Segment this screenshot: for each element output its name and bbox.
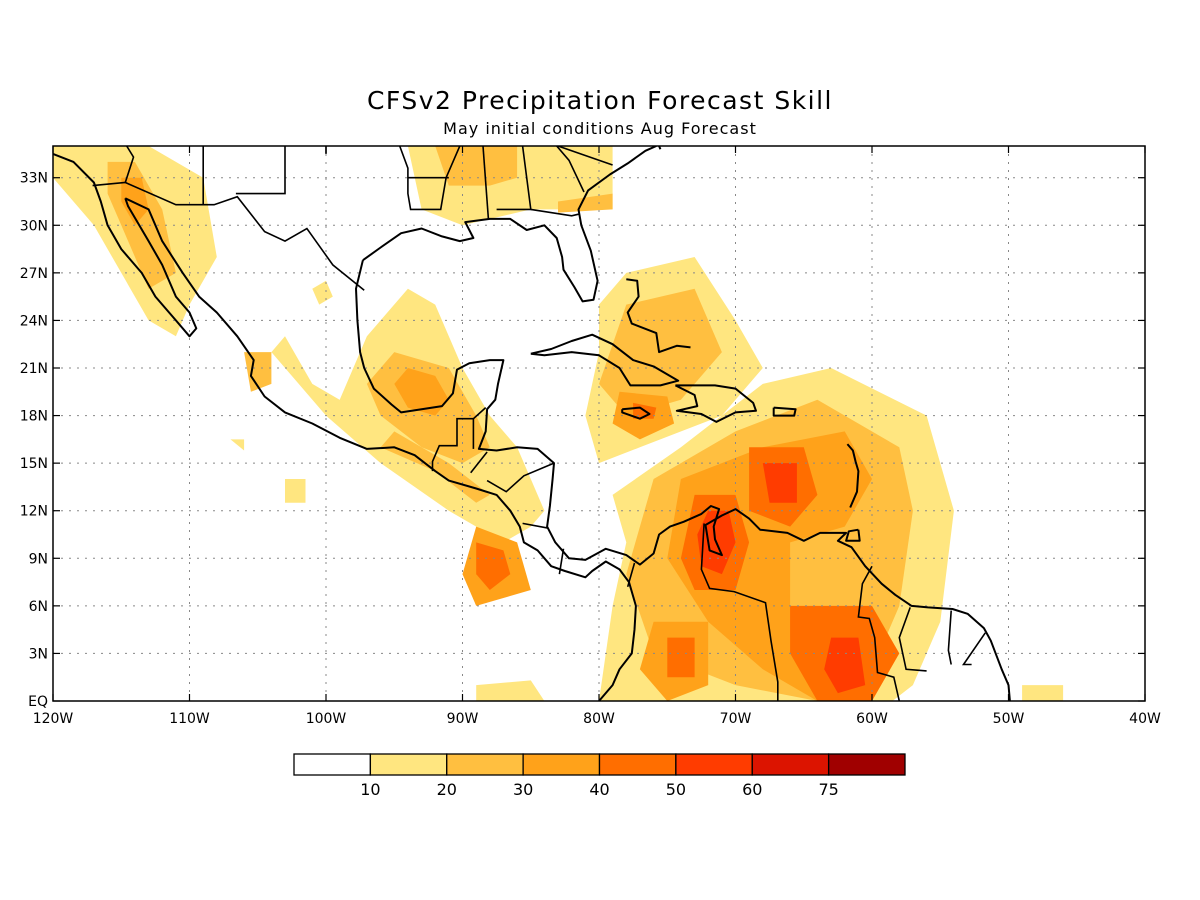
coastline [621,406,651,420]
skill-region-level-4 [476,542,511,590]
lat-tick-label: 6N [29,599,48,615]
grid-lines [53,146,1145,701]
lon-tick-label: 120W [33,711,74,727]
coastline [845,528,861,542]
political-border [496,146,532,211]
lon-tick-label: 60W [856,711,888,727]
lon-tick-label: 40W [1129,711,1161,727]
coastline [355,259,1011,701]
lat-tick-label: 30N [20,218,48,234]
political-border [486,462,555,493]
political-border [898,607,927,672]
skill-region-level-5 [762,463,797,503]
map-title: CFSv2 Precipitation Forecast Skill [366,86,834,115]
colorbar-swatch [446,753,524,776]
political-border [961,632,986,666]
colorbar-swatch [293,753,372,776]
colorbar-label: 30 [513,780,533,799]
political-border [470,451,488,474]
coastline [772,406,797,417]
coastline [53,152,198,338]
lon-tick-label: 90W [447,711,479,727]
skill-region-level-1 [476,680,545,701]
lat-tick-label: 3N [29,646,48,662]
skill-region-level-2 [558,193,613,213]
colorbar-swatch [675,753,753,776]
colorbar: 10 20 30 40 50 60 75 [293,753,906,799]
skill-region-level-3 [394,368,449,416]
skill-region-level-2 [244,352,272,392]
political-border [700,523,779,701]
lon-tick-label: 110W [169,711,210,727]
lat-tick-label: 12N [20,504,48,520]
lat-tick-label: 21N [20,361,48,377]
political-border [124,146,135,183]
colorbar-swatch [751,753,830,776]
coastline [626,278,691,354]
colorbar-swatch [598,753,677,776]
colorbar-label: 20 [437,780,457,799]
skill-region-level-1 [1022,685,1064,701]
coastlines-borders [53,146,1011,701]
skill-region-level-1 [285,479,306,503]
lat-tick-label: 27N [20,266,48,282]
lat-tick-label: EQ [28,694,48,710]
political-border [235,146,286,195]
political-border [522,522,549,529]
coastline [362,146,657,303]
colorbar-label: 40 [589,780,609,799]
lat-tick-label: 33N [20,171,48,187]
skill-region-level-1 [230,439,245,451]
colorbar-swatch [369,753,448,776]
political-border [947,610,952,665]
lon-tick-label: 50W [993,711,1025,727]
skill-region-level-4 [667,637,695,678]
lat-tick-label: 24N [20,313,48,329]
colorbar-label: 50 [666,780,686,799]
skill-region-level-5 [824,637,866,694]
colorbar-label: 75 [818,780,838,799]
lon-tick-label: 70W [720,711,752,727]
lat-tick-label: 18N [20,409,48,425]
axis-ticks: 120W 110W 100W 90W 80W 70W 60W 50W 40W EQ 3N 6N 9N 12… [20,146,1161,727]
coastline [674,384,757,423]
colorbar-swatch [522,753,601,776]
political-border [556,146,585,193]
political-border [626,562,636,588]
coastline [846,443,860,508]
political-border [530,208,579,217]
map-subtitle: May initial conditions Aug Forecast [443,119,757,138]
political-border [557,146,613,166]
political-border [857,565,901,701]
political-border [482,146,490,219]
lat-tick-label: 15N [20,456,48,472]
colorbar-label: 60 [742,780,762,799]
colorbar-label: 10 [360,780,380,799]
lon-tick-label: 100W [306,711,347,727]
political-border [558,548,565,575]
skill-region-level-1 [312,280,333,305]
lat-tick-label: 9N [29,551,48,567]
skill-region-level-2 [435,146,518,186]
coastline [530,333,680,387]
lon-tick-label: 80W [583,711,615,727]
colorbar-swatch [827,753,906,776]
political-border [92,181,365,291]
